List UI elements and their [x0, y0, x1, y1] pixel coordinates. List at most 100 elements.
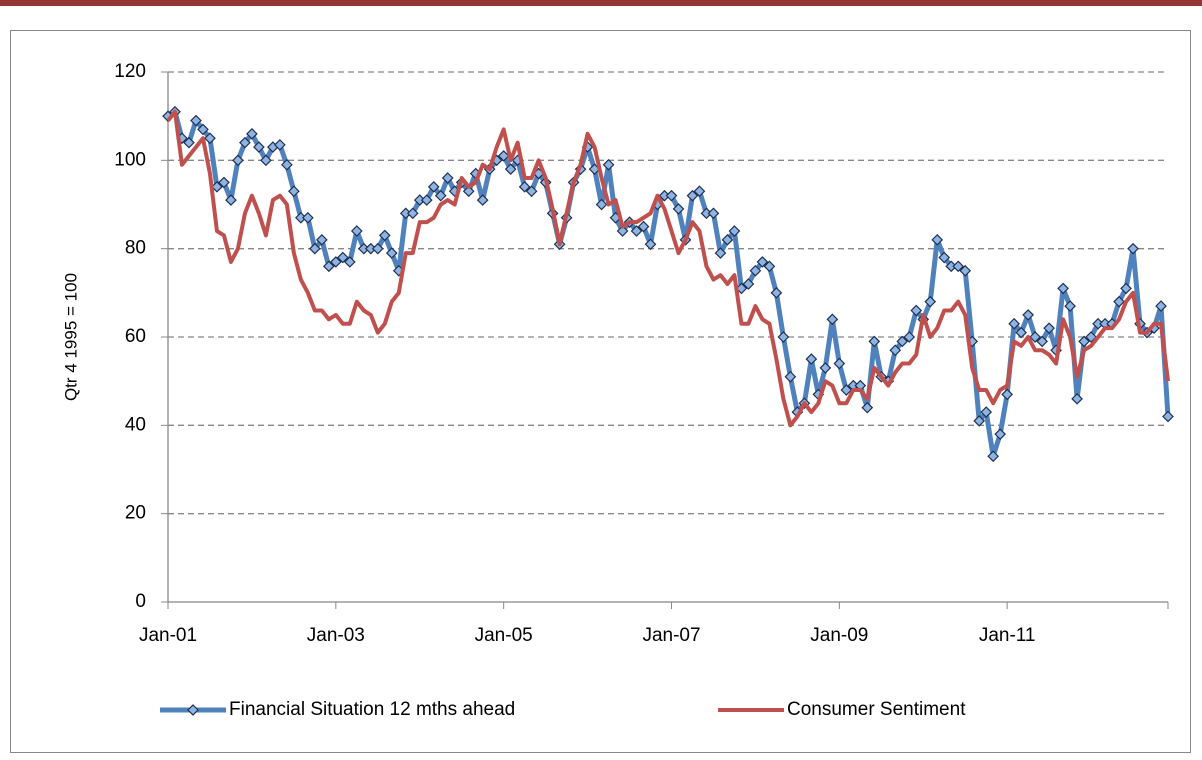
data-point [197, 123, 209, 136]
data-point [672, 203, 685, 215]
data-point [1071, 392, 1083, 405]
x-tick-label: Jan-01 [139, 625, 197, 646]
x-tick-label: Jan-05 [475, 625, 533, 646]
data-point [497, 150, 510, 162]
y-tick-label: 0 [135, 591, 146, 612]
data-point [343, 256, 356, 268]
data-point [281, 158, 293, 171]
legend-label: Consumer Sentiment [787, 699, 966, 720]
data-point [1085, 331, 1097, 343]
data-point [1120, 282, 1132, 295]
data-point [980, 406, 993, 418]
data-point [504, 163, 517, 176]
y-tick-label: 80 [125, 238, 146, 259]
data-point [183, 136, 195, 149]
data-point [239, 136, 251, 149]
data-point [833, 357, 846, 370]
y-tick-label: 100 [114, 149, 146, 170]
data-point [770, 286, 783, 299]
data-point [826, 313, 839, 326]
data-point [987, 450, 1000, 463]
data-point [302, 211, 314, 224]
data-point [225, 194, 237, 206]
data-point [693, 185, 706, 198]
y-axis-label: Qtr 4 1995 = 100 [61, 273, 80, 401]
data-point [1036, 335, 1048, 348]
data-point [315, 233, 328, 246]
data-point [763, 260, 776, 273]
data-point [434, 189, 447, 202]
data-point [896, 335, 909, 348]
data-point [1064, 300, 1076, 312]
data-point [378, 229, 391, 242]
data-point [274, 139, 286, 151]
data-point [1127, 242, 1139, 255]
data-point [371, 242, 384, 255]
data-point [1162, 410, 1174, 423]
data-point [819, 362, 832, 374]
data-point [721, 233, 734, 246]
y-tick-label: 60 [125, 326, 146, 347]
data-point [427, 180, 440, 193]
data-point [1029, 331, 1041, 343]
data-point [728, 225, 741, 237]
data-point [994, 428, 1007, 441]
data-point [616, 225, 629, 237]
data-point [630, 225, 643, 237]
data-point [260, 154, 272, 167]
data-point [595, 198, 608, 211]
data-point [805, 353, 818, 365]
data-point [840, 384, 853, 396]
y-tick-label: 40 [125, 414, 146, 435]
data-point [742, 278, 755, 290]
x-tick-label: Jan-03 [307, 625, 365, 646]
data-point [1008, 317, 1020, 330]
data-point [518, 180, 531, 193]
data-point [903, 331, 916, 343]
series-line [166, 109, 1171, 459]
legend-label: Financial Situation 12 mths ahead [229, 699, 515, 720]
data-point [784, 370, 797, 383]
data-point [889, 344, 902, 357]
x-tick-label: Jan-11 [979, 625, 1036, 646]
data-point [1113, 295, 1125, 308]
data-point [406, 207, 419, 220]
data-point [462, 185, 475, 198]
data-point [938, 251, 951, 264]
data-point [1078, 335, 1090, 348]
data-point [1015, 326, 1027, 339]
data-point [707, 207, 720, 220]
x-tick-label: Jan-09 [810, 625, 868, 646]
data-point [644, 238, 657, 251]
data-point [910, 304, 923, 317]
data-point [777, 331, 790, 343]
data-point [309, 242, 321, 255]
top-rule [0, 0, 1202, 6]
data-point [1043, 322, 1055, 335]
data-point [246, 127, 258, 140]
data-point [665, 189, 678, 202]
data-point [931, 233, 944, 246]
data-point [350, 225, 363, 237]
data-point [190, 114, 202, 127]
data-point [749, 264, 762, 277]
data-point [686, 189, 699, 202]
x-tick-label: Jan-07 [642, 625, 700, 646]
data-point [756, 256, 769, 268]
series-line [166, 109, 1170, 428]
data-point [232, 154, 244, 167]
data-point [924, 295, 937, 308]
data-point [861, 401, 874, 414]
legend-marker [187, 704, 199, 716]
y-tick-label: 20 [125, 503, 146, 524]
data-point [441, 172, 454, 184]
data-point [329, 256, 342, 268]
data-point [1155, 300, 1167, 312]
data-point [973, 415, 986, 427]
data-point [1001, 388, 1014, 401]
data-point [868, 335, 881, 348]
data-point [476, 194, 489, 206]
data-point [420, 194, 433, 206]
data-point [952, 260, 965, 273]
